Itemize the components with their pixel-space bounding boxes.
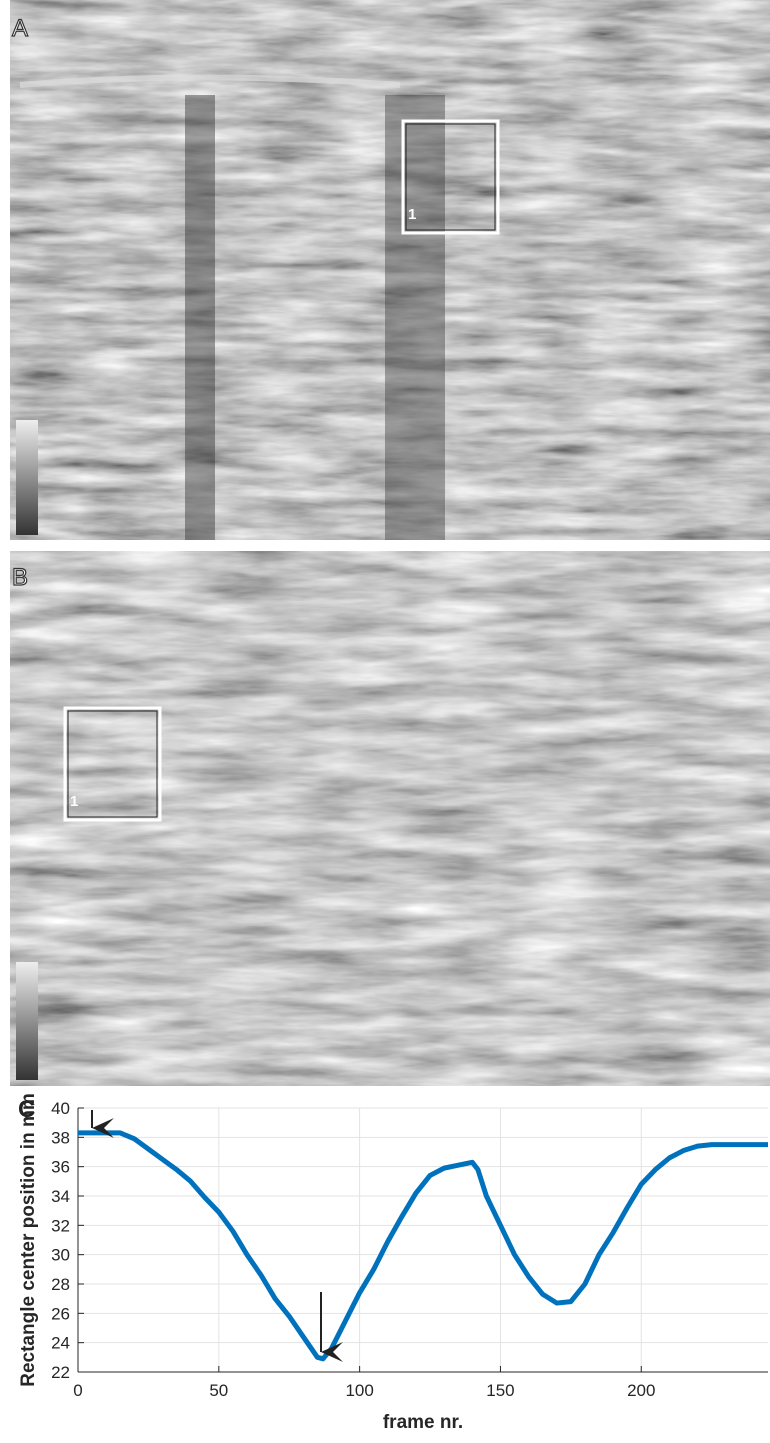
tracking-rectangle-inner [67, 710, 158, 818]
gray-scale-bar [16, 420, 38, 535]
panel-a: 1 A [10, 0, 770, 540]
annotations [91, 1110, 343, 1362]
y-tick-label: 30 [51, 1246, 70, 1265]
panel-c: C 22 24 26 28 30 32 34 36 38 40 0 50 100 150 200 frame … [18, 1093, 768, 1433]
tracking-rectangle [401, 119, 500, 235]
shadow [185, 95, 215, 540]
y-tick-label: 36 [51, 1158, 70, 1177]
x-tick-label: 100 [345, 1381, 373, 1400]
x-tick-label: 200 [627, 1381, 655, 1400]
panel-label: A [12, 15, 28, 42]
tracking-rectangle [63, 706, 162, 822]
x-tick-label: 50 [209, 1381, 228, 1400]
y-axis-label: Rectangle center position in mm [18, 1093, 39, 1387]
panel-b: 1 B [10, 551, 770, 1086]
x-axis-label: frame nr. [383, 1412, 463, 1433]
data-line [78, 1130, 768, 1362]
tracking-rectangle-inner [405, 123, 496, 231]
x-tick-label: 150 [486, 1381, 514, 1400]
rectangle-label: 1 [408, 206, 416, 223]
y-tick-label: 38 [51, 1128, 70, 1147]
plot-area [78, 1108, 768, 1372]
y-tick-label: 24 [51, 1334, 70, 1353]
y-tick-label: 40 [51, 1099, 70, 1118]
echo-line [19, 74, 401, 88]
y-tick-label: 26 [51, 1304, 70, 1323]
panel-label: C [18, 1096, 35, 1123]
panel-label: B [12, 564, 28, 591]
x-tick-label: 0 [73, 1381, 82, 1400]
y-tick-label: 28 [51, 1275, 70, 1294]
y-tick-label: 22 [51, 1363, 70, 1382]
shadow [385, 95, 445, 540]
y-tick-label: 32 [51, 1216, 70, 1235]
gray-scale-bar [16, 962, 38, 1080]
ultrasound-image [10, 0, 770, 540]
y-tick-label: 34 [51, 1187, 70, 1206]
rectangle-label: 1 [70, 793, 78, 810]
